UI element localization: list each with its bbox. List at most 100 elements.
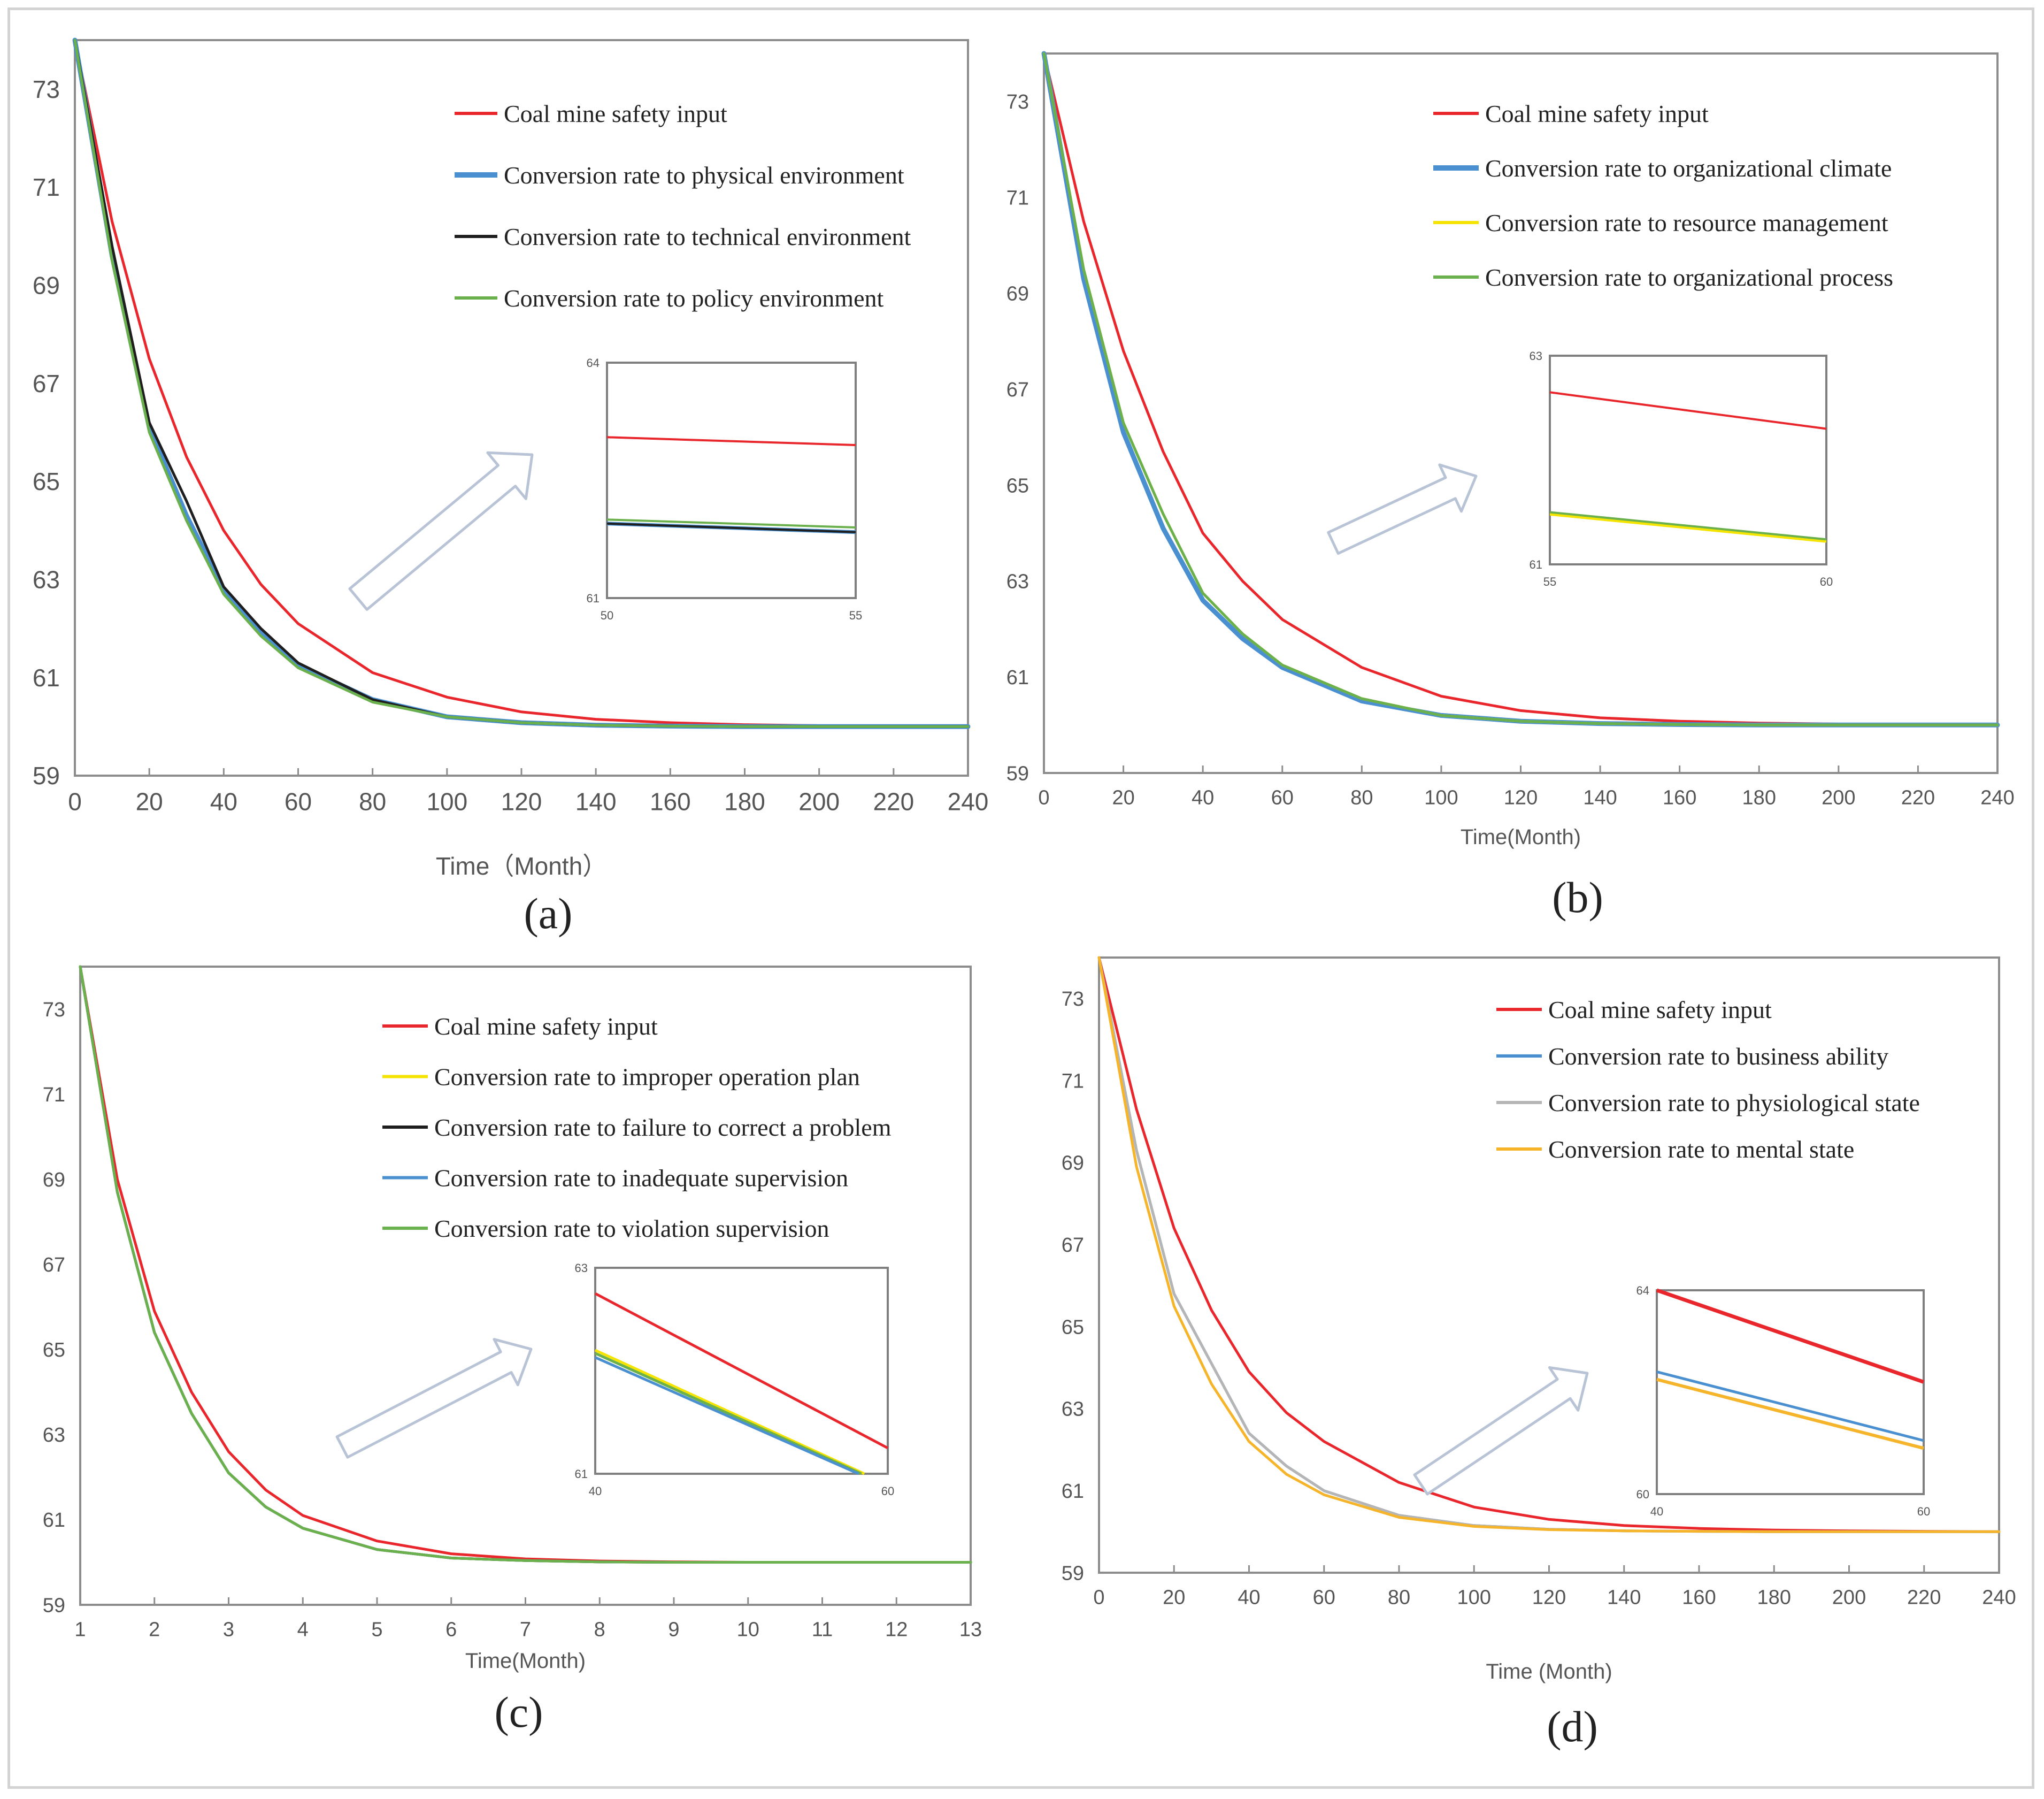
x-tick-label: 160 xyxy=(1682,1587,1716,1609)
zoom-inset: 50 55 61 64 xyxy=(587,356,863,622)
x-tick-label: 240 xyxy=(1982,1587,2016,1609)
y-tick-label: 73 xyxy=(1062,988,1084,1010)
legend-label: Conversion rate to inadequate supervisio… xyxy=(434,1165,848,1192)
inset-series-line xyxy=(1549,512,1827,543)
inset-series-line xyxy=(594,1352,862,1475)
x-tick-label: 9 xyxy=(668,1619,679,1641)
legend: Coal mine safety input Conversion rate to… xyxy=(1433,100,1893,291)
inset-series-line xyxy=(594,1292,889,1450)
inset-series-line xyxy=(1656,1377,1924,1450)
y-tick-label: 63 xyxy=(43,1424,65,1446)
panel-b: 0 20 40 60 80 100 120 140 160 180 200 220 240 59 61 63 6… xyxy=(1006,51,2015,922)
x-tick-label: 200 xyxy=(798,788,840,816)
legend-label: Coal mine safety input xyxy=(434,1013,658,1040)
legend-label: Conversion rate to policy environment xyxy=(504,285,884,312)
panel-caption: (b) xyxy=(1552,873,1603,922)
inset-y-tick-label: 64 xyxy=(587,356,600,370)
y-tick-label: 73 xyxy=(33,75,60,103)
legend-label: Conversion rate to physiological state xyxy=(1548,1089,1920,1116)
legend-label: Conversion rate to resource management xyxy=(1485,209,1888,236)
x-tick-label: 240 xyxy=(1980,787,2014,809)
panel-caption: (a) xyxy=(524,889,572,938)
x-tick-label: 200 xyxy=(1832,1587,1866,1609)
x-tick-label: 2 xyxy=(149,1619,160,1641)
x-tick-label: 11 xyxy=(812,1619,833,1641)
x-tick-label: 180 xyxy=(1742,787,1776,809)
series-line xyxy=(79,965,972,1564)
inset-y-tick-label: 60 xyxy=(1636,1488,1649,1501)
x-tick-label: 100 xyxy=(1457,1587,1491,1609)
y-tick-label: 67 xyxy=(43,1254,65,1276)
zoom-arrow xyxy=(1413,1366,1589,1496)
x-tick-label: 0 xyxy=(1093,1587,1104,1609)
zoom-arrow xyxy=(1327,463,1478,555)
legend: Coal mine safety input Conversion rate to… xyxy=(1496,996,1920,1163)
x-tick-label: 180 xyxy=(1757,1587,1791,1609)
legend-label: Conversion rate to violation supervision xyxy=(434,1215,829,1242)
y-tick-label: 73 xyxy=(43,999,65,1021)
inset-x-tick-label: 40 xyxy=(589,1484,602,1498)
inset-frame xyxy=(1549,355,1827,565)
x-tick-label: 140 xyxy=(1583,787,1617,809)
y-tick-label: 67 xyxy=(1006,379,1029,401)
inset-series-line xyxy=(606,522,856,533)
x-tick-label: 40 xyxy=(1192,787,1214,809)
x-axis-label: Time(Month) xyxy=(1461,825,1581,849)
inset-x-tick-label: 60 xyxy=(1917,1505,1930,1518)
x-tick-label: 160 xyxy=(650,788,691,816)
x-tick-label: 140 xyxy=(575,788,617,816)
inset-x-tick-label: 50 xyxy=(601,609,613,622)
x-tick-label: 6 xyxy=(445,1619,457,1641)
legend-label: Conversion rate to business ability xyxy=(1548,1043,1888,1070)
y-tick-label: 59 xyxy=(43,1594,65,1617)
x-tick-label: 220 xyxy=(873,788,914,816)
legend-label: Conversion rate to organizational proces… xyxy=(1485,264,1893,291)
x-tick-label: 20 xyxy=(1112,787,1134,809)
x-tick-label: 0 xyxy=(1038,787,1049,809)
inset-frame xyxy=(1656,1289,1925,1495)
y-tick-label: 69 xyxy=(1062,1152,1084,1175)
x-axis-label: Time (Month) xyxy=(1486,1660,1612,1683)
legend-label: Conversion rate to failure to correct a … xyxy=(434,1114,892,1141)
y-tick-label: 71 xyxy=(1006,187,1029,209)
y-tick-label: 63 xyxy=(1062,1398,1084,1421)
x-tick-label: 1 xyxy=(74,1619,86,1641)
x-tick-label: 160 xyxy=(1663,787,1696,809)
y-tick-label: 59 xyxy=(1062,1562,1084,1584)
y-tick-label: 65 xyxy=(33,468,60,495)
legend-label: Coal mine safety input xyxy=(1548,996,1772,1023)
y-tick-label: 61 xyxy=(43,1509,65,1532)
inset-x-tick-label: 55 xyxy=(1543,575,1556,588)
inset-y-tick-label: 63 xyxy=(575,1261,588,1275)
legend-label: Conversion rate to organizational climat… xyxy=(1485,155,1892,182)
inset-series-line xyxy=(1656,1288,1925,1384)
y-tick-label: 69 xyxy=(33,271,60,299)
y-tick-label: 71 xyxy=(1062,1070,1084,1092)
panel-c: 1 2 3 4 5 6 7 8 9 10 11 12 135961636567697173Time(Mo… xyxy=(43,965,982,1736)
x-tick-label: 20 xyxy=(136,788,163,816)
y-tick-label: 69 xyxy=(1006,283,1029,305)
y-tick-label: 67 xyxy=(33,370,60,397)
inset-frame xyxy=(606,362,857,599)
y-tick-label: 61 xyxy=(1062,1480,1084,1503)
inset-series-line xyxy=(1549,391,1827,430)
inset-x-tick-label: 40 xyxy=(1650,1505,1663,1518)
x-tick-label: 5 xyxy=(371,1619,382,1641)
y-tick-label: 59 xyxy=(33,762,60,790)
panel-caption: (c) xyxy=(494,1688,543,1736)
inset-series-line xyxy=(594,1356,859,1475)
series-line xyxy=(73,39,970,728)
y-tick-label: 61 xyxy=(1006,667,1029,689)
y-tick-label: 71 xyxy=(33,173,60,201)
inset-y-tick-label: 61 xyxy=(575,1467,588,1481)
series-line xyxy=(1097,956,2001,1533)
x-tick-label: 60 xyxy=(1271,787,1294,809)
inset-series-line xyxy=(1656,1370,1924,1442)
x-tick-label: 220 xyxy=(1907,1587,1941,1609)
legend-label: Coal mine safety input xyxy=(1485,100,1709,127)
y-tick-label: 63 xyxy=(1006,571,1029,593)
series-line xyxy=(1042,52,1999,726)
x-tick-label: 100 xyxy=(426,788,467,816)
